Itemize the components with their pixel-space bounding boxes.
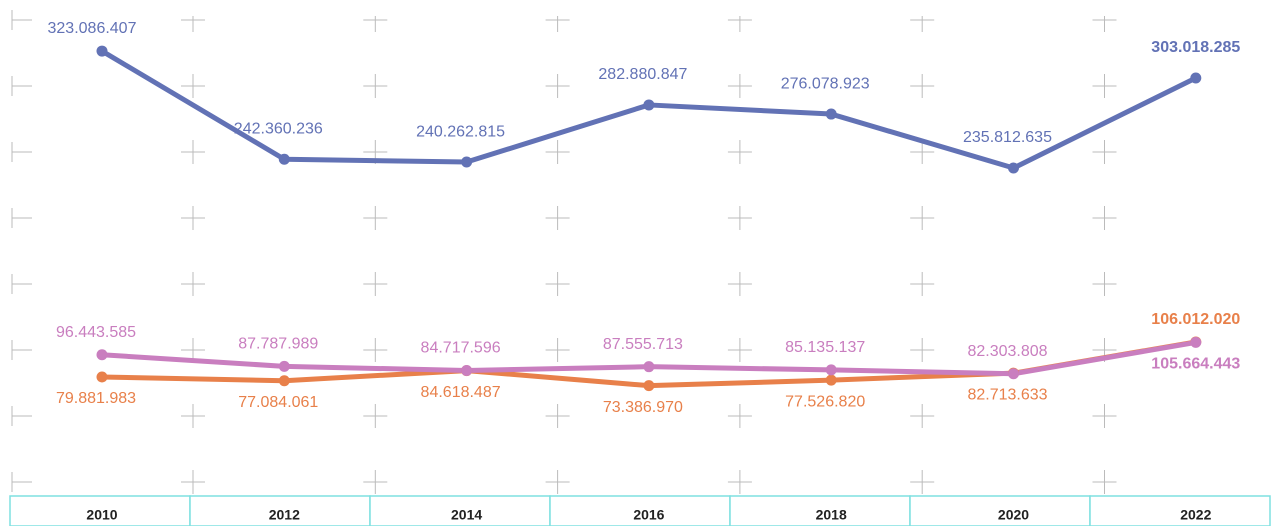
x-tick-label: 2020 bbox=[998, 507, 1029, 523]
point bbox=[1008, 162, 1019, 174]
data-label: 240.262.815 bbox=[416, 123, 505, 140]
data-label: 235.812.635 bbox=[963, 129, 1052, 146]
point bbox=[1008, 368, 1019, 380]
data-label: 82.303.808 bbox=[967, 343, 1047, 360]
point bbox=[461, 156, 473, 168]
point bbox=[461, 364, 473, 376]
point bbox=[96, 45, 108, 57]
x-tick-label: 2010 bbox=[86, 507, 117, 523]
x-tick-label: 2018 bbox=[816, 507, 847, 523]
point bbox=[96, 371, 108, 383]
x-tick-label: 2014 bbox=[451, 507, 482, 523]
point bbox=[643, 99, 655, 111]
category-cell bbox=[549, 495, 731, 526]
point bbox=[825, 108, 837, 120]
data-label: 96.443.585 bbox=[56, 324, 136, 341]
data-label: 87.787.989 bbox=[238, 336, 318, 353]
data-label: 77.526.820 bbox=[785, 393, 865, 410]
point bbox=[825, 374, 837, 386]
point bbox=[1190, 336, 1202, 348]
point bbox=[643, 361, 655, 373]
x-tick-label: 2012 bbox=[269, 507, 300, 523]
data-label: 77.084.061 bbox=[238, 394, 318, 411]
data-label: 242.360.236 bbox=[234, 120, 323, 137]
data-label: 82.713.633 bbox=[967, 386, 1047, 403]
x-tick-label: 2016 bbox=[633, 507, 664, 523]
data-label: 79.881.983 bbox=[56, 390, 136, 407]
category-cell bbox=[909, 495, 1091, 526]
point bbox=[96, 349, 108, 361]
data-label: 276.078.923 bbox=[781, 75, 870, 92]
point bbox=[278, 153, 290, 165]
point bbox=[278, 360, 290, 372]
data-label: 303.018.285 bbox=[1151, 39, 1240, 56]
data-label: 323.086.407 bbox=[48, 20, 137, 37]
category-cell bbox=[9, 495, 191, 526]
category-cell bbox=[1089, 495, 1271, 526]
data-label: 84.618.487 bbox=[421, 384, 501, 401]
data-label: 282.880.847 bbox=[598, 66, 687, 83]
data-label: 85.135.137 bbox=[785, 339, 865, 356]
data-label: 73.386.970 bbox=[603, 399, 683, 416]
point bbox=[643, 380, 655, 392]
x-tick-label: 2022 bbox=[1180, 507, 1211, 523]
point bbox=[825, 364, 837, 376]
data-label: 87.555.713 bbox=[603, 336, 683, 353]
point bbox=[1190, 72, 1202, 84]
data-label: 106.012.020 bbox=[1151, 311, 1240, 328]
data-label: 105.664.443 bbox=[1151, 356, 1240, 373]
data-label: 84.717.596 bbox=[421, 340, 501, 357]
point bbox=[278, 375, 290, 387]
